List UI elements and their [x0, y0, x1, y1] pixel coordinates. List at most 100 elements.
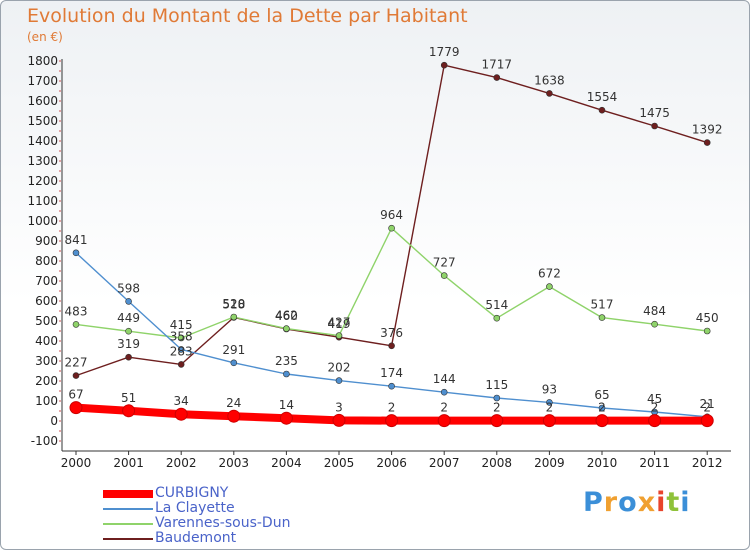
data-label-baudemont: 1475: [639, 106, 670, 120]
unit-label: (en €): [27, 30, 63, 44]
x-tick-label: 2005: [324, 456, 355, 470]
data-point-la-clayette: [598, 404, 606, 412]
data-label-varennes-sous-dun: 964: [380, 208, 403, 222]
data-point-baudemont: [388, 342, 395, 350]
data-label-baudemont: 1717: [482, 58, 513, 72]
data-label-baudemont: 1638: [534, 73, 565, 87]
data-label-baudemont: 460: [275, 309, 298, 323]
data-label-varennes-sous-dun: 462: [275, 309, 298, 323]
data-point-varennes-sous-dun: [651, 320, 658, 328]
legend-swatch-baudemont: [103, 538, 153, 540]
data-label-curbigny: 2: [440, 401, 448, 415]
data-label-varennes-sous-dun: 672: [538, 267, 561, 281]
data-label-varennes-sous-dun: 450: [696, 311, 719, 325]
data-label-curbigny: 67: [68, 388, 83, 402]
logo-letter: x: [637, 487, 657, 518]
data-point-baudemont: [651, 122, 658, 130]
data-point-varennes-sous-dun: [335, 332, 343, 339]
data-point-curbigny: [437, 414, 451, 428]
data-label-curbigny: 2: [546, 401, 554, 415]
logo-letter: o: [618, 487, 638, 518]
data-point-la-clayette: [283, 370, 290, 378]
data-point-curbigny: [227, 409, 241, 423]
x-tick-label: 2004: [271, 456, 302, 470]
data-point-la-clayette: [546, 399, 553, 406]
data-point-curbigny: [174, 407, 188, 421]
legend-swatch-varennes: [103, 523, 153, 525]
y-tick-label: 900: [35, 234, 58, 248]
proxiti-logo: Proxiti: [583, 487, 691, 518]
x-tick-label: 2008: [482, 456, 513, 470]
y-tick-label: 1000: [27, 214, 58, 228]
data-label-la-clayette: 65: [594, 388, 609, 402]
data-point-curbigny: [69, 401, 83, 415]
logo-letter: i: [680, 487, 691, 518]
data-label-curbigny: 2: [388, 401, 396, 415]
y-tick-label: 300: [35, 354, 58, 368]
data-point-baudemont: [72, 372, 80, 379]
data-point-varennes-sous-dun: [493, 314, 501, 322]
y-tick-label: 400: [35, 334, 58, 348]
data-point-la-clayette: [388, 382, 395, 390]
x-tick-label: 2006: [376, 456, 407, 470]
data-label-baudemont: 283: [170, 344, 193, 358]
data-point-baudemont: [546, 90, 553, 97]
data-label-varennes-sous-dun: 727: [433, 256, 456, 270]
data-label-curbigny: 2: [651, 401, 659, 415]
legend-label-varennes: Varennes-sous-Dun: [155, 515, 291, 531]
y-tick-label: 1300: [27, 154, 58, 168]
data-label-la-clayette: 202: [328, 361, 351, 375]
y-tick-label: 200: [35, 374, 58, 388]
data-label-baudemont: 376: [380, 326, 403, 340]
data-point-baudemont: [177, 361, 185, 368]
data-label-la-clayette: 45: [647, 392, 662, 406]
data-point-varennes-sous-dun: [177, 334, 185, 342]
y-tick-label: 1400: [27, 134, 58, 148]
data-point-curbigny: [122, 404, 136, 418]
data-label-la-clayette: 144: [433, 372, 456, 386]
data-point-baudemont: [493, 74, 501, 81]
legend-label-curbigny: CURBIGNY: [155, 485, 229, 501]
data-label-varennes-sous-dun: 520: [222, 297, 245, 311]
data-label-varennes-sous-dun: 484: [643, 304, 666, 318]
y-tick-label: 1500: [27, 114, 58, 128]
data-label-varennes-sous-dun: 517: [591, 298, 614, 312]
data-label-varennes-sous-dun: 415: [170, 318, 193, 332]
data-label-varennes-sous-dun: 483: [65, 304, 88, 318]
x-tick-label: 2001: [113, 456, 144, 470]
x-tick-label: 2010: [587, 456, 618, 470]
data-label-curbigny: 51: [121, 391, 136, 405]
y-tick-label: -100: [31, 434, 58, 448]
y-tick-label: 1200: [27, 174, 58, 188]
legend-label-baudemont: Baudemont: [155, 530, 237, 546]
data-point-varennes-sous-dun: [440, 272, 448, 279]
data-point-la-clayette: [440, 388, 448, 396]
data-label-la-clayette: 93: [542, 382, 557, 396]
data-point-curbigny: [385, 414, 399, 428]
y-tick-label: 700: [35, 274, 58, 288]
data-label-baudemont: 1554: [587, 90, 618, 104]
x-tick-label: 2011: [639, 456, 670, 470]
data-point-la-clayette: [230, 359, 238, 367]
data-label-curbigny: 24: [226, 396, 241, 410]
data-label-la-clayette: 174: [380, 366, 403, 380]
data-label-la-clayette: 841: [65, 233, 88, 247]
data-point-curbigny: [490, 414, 504, 428]
data-point-varennes-sous-dun: [72, 321, 80, 328]
data-label-baudemont: 227: [65, 356, 88, 370]
data-point-varennes-sous-dun: [283, 325, 290, 332]
data-point-curbigny: [700, 414, 714, 428]
y-tick-label: 100: [35, 394, 58, 408]
data-label-la-clayette: 21: [700, 397, 715, 411]
legend-swatch-la-clayette: [103, 508, 153, 510]
data-label-la-clayette: 235: [275, 354, 298, 368]
data-label-curbigny: 34: [174, 394, 189, 408]
x-tick-label: 2009: [534, 456, 565, 470]
y-tick-label: 1700: [27, 74, 58, 88]
logo-letter: P: [583, 487, 604, 518]
data-label-la-clayette: 358: [170, 329, 193, 343]
data-point-varennes-sous-dun: [703, 327, 711, 335]
logo-letter: t: [666, 487, 681, 518]
y-tick-label: 500: [35, 314, 58, 328]
